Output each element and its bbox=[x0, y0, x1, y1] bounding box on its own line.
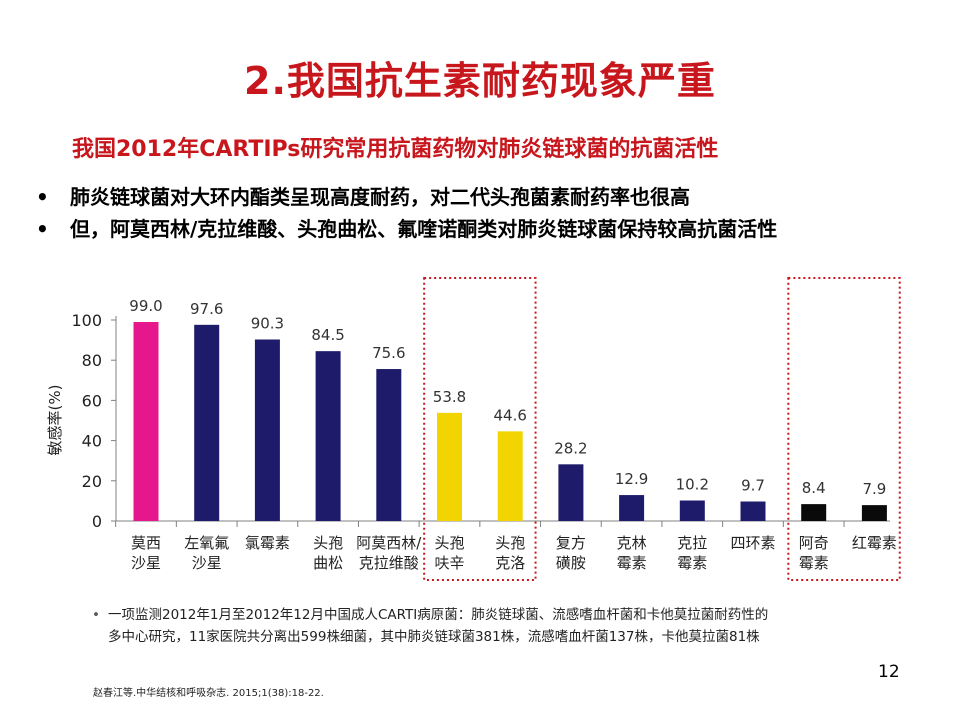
bar-value-label: 10.2 bbox=[676, 475, 709, 493]
x-category-label: 霉素 bbox=[617, 554, 647, 572]
x-category-label: 霉素 bbox=[677, 554, 707, 572]
bar bbox=[254, 339, 280, 521]
bar-value-label: 12.9 bbox=[615, 470, 648, 488]
bar-value-label: 53.8 bbox=[433, 388, 466, 406]
bar bbox=[861, 505, 887, 521]
bar bbox=[194, 324, 220, 521]
x-category-label: 磺胺 bbox=[556, 554, 586, 572]
x-category-label: 克林 bbox=[617, 534, 647, 552]
bullet-dot-icon: • bbox=[36, 185, 49, 209]
x-category-label: 呋辛 bbox=[434, 554, 464, 572]
y-tick-label: 0 bbox=[92, 512, 102, 531]
bar bbox=[801, 504, 827, 521]
x-category-label: 曲松 bbox=[313, 554, 343, 572]
y-axis-label: 敏感率(%) bbox=[46, 385, 64, 456]
bar-value-label: 99.0 bbox=[129, 297, 162, 315]
note-line-1: 一项监测2012年1月至2012年12月中国成人CARTI病原菌：肺炎链球菌、流… bbox=[108, 607, 769, 623]
x-category-label: 霉素 bbox=[799, 554, 829, 572]
y-tick-label: 100 bbox=[71, 311, 102, 330]
y-tick-label: 20 bbox=[82, 472, 102, 491]
bullet-dot-icon: • bbox=[36, 217, 49, 241]
bar bbox=[437, 412, 462, 521]
x-category-label: 阿奇 bbox=[799, 534, 829, 552]
highlight-box bbox=[423, 277, 537, 581]
bar bbox=[558, 464, 584, 521]
bar-value-label: 8.4 bbox=[802, 479, 826, 497]
x-category-label: 沙星 bbox=[192, 554, 222, 572]
bar-value-label: 7.9 bbox=[862, 480, 886, 498]
reference-citation: 赵春江等.中华结核和呼吸杂志. 2015;1(38):18-22. bbox=[93, 688, 324, 699]
bar-value-label: 75.6 bbox=[372, 344, 405, 362]
x-category-label: 头孢 bbox=[495, 534, 525, 552]
bar-value-label: 97.6 bbox=[190, 300, 223, 318]
x-category-label: 红霉素 bbox=[852, 534, 897, 552]
bullet-item: • 肺炎链球菌对大环内酯类呈现高度耐药，对二代头孢菌素耐药率也很高 bbox=[36, 181, 777, 213]
x-category-label: 四环素 bbox=[730, 534, 775, 552]
x-category-label: 沙星 bbox=[131, 554, 161, 572]
bullet-text: 肺炎链球菌对大环内酯类呈现高度耐药，对二代头孢菌素耐药率也很高 bbox=[70, 185, 690, 209]
slide-title: 2.我国抗生素耐药现象严重 bbox=[244, 59, 716, 103]
x-category-label: 克拉维酸 bbox=[359, 554, 419, 572]
bar bbox=[619, 495, 645, 521]
note-line: • 一项监测2012年1月至2012年12月中国成人CARTI病原菌：肺炎链球菌、… bbox=[92, 604, 768, 626]
x-category-label: 左氧氟 bbox=[184, 534, 229, 552]
x-category-label: 莫西 bbox=[131, 534, 161, 552]
highlight-box bbox=[787, 277, 901, 581]
bar-value-label: 84.5 bbox=[311, 326, 344, 344]
x-category-label: 阿莫西林/ bbox=[356, 534, 422, 552]
y-tick-label: 40 bbox=[82, 432, 102, 451]
x-category-label: 克洛 bbox=[495, 554, 525, 572]
page-number: 12 bbox=[878, 662, 900, 682]
study-note: • 一项监测2012年1月至2012年12月中国成人CARTI病原菌：肺炎链球菌、… bbox=[92, 604, 768, 648]
bar bbox=[740, 501, 766, 521]
bar bbox=[315, 351, 341, 521]
key-points: • 肺炎链球菌对大环内酯类呈现高度耐药，对二代头孢菌素耐药率也很高 • 但，阿莫西林… bbox=[36, 181, 777, 245]
bar bbox=[133, 322, 159, 521]
x-category-label: 头孢 bbox=[313, 534, 343, 552]
note-bullet-icon: • bbox=[92, 607, 100, 623]
x-category-label: 复方 bbox=[556, 534, 586, 552]
bar-value-label: 9.7 bbox=[741, 477, 765, 495]
note-line-2: 多中心研究，11家医院共分离出599株细菌，其中肺炎链球菌381株，流感嗜血杆菌… bbox=[108, 629, 760, 645]
bar bbox=[679, 500, 705, 521]
bar bbox=[497, 431, 523, 521]
bullet-item: • 但，阿莫西林/克拉维酸、头孢曲松、氟喹诺酮类对肺炎链球菌保持较高抗菌活性 bbox=[36, 213, 777, 245]
chart-subtitle: 我国2012年CARTIPs研究常用抗菌药物对肺炎链球菌的抗菌活性 bbox=[72, 137, 719, 162]
bar-value-label: 44.6 bbox=[493, 406, 526, 424]
x-category-label: 氯霉素 bbox=[245, 534, 290, 552]
bar-value-label: 90.3 bbox=[251, 314, 284, 332]
y-tick-label: 60 bbox=[82, 391, 102, 410]
bar bbox=[376, 369, 402, 521]
y-tick-label: 80 bbox=[82, 351, 102, 370]
x-category-label: 克拉 bbox=[677, 534, 707, 552]
x-category-label: 头孢 bbox=[434, 534, 464, 552]
bar-value-label: 28.2 bbox=[554, 439, 587, 457]
bullet-text: 但，阿莫西林/克拉维酸、头孢曲松、氟喹诺酮类对肺炎链球菌保持较高抗菌活性 bbox=[70, 217, 778, 241]
